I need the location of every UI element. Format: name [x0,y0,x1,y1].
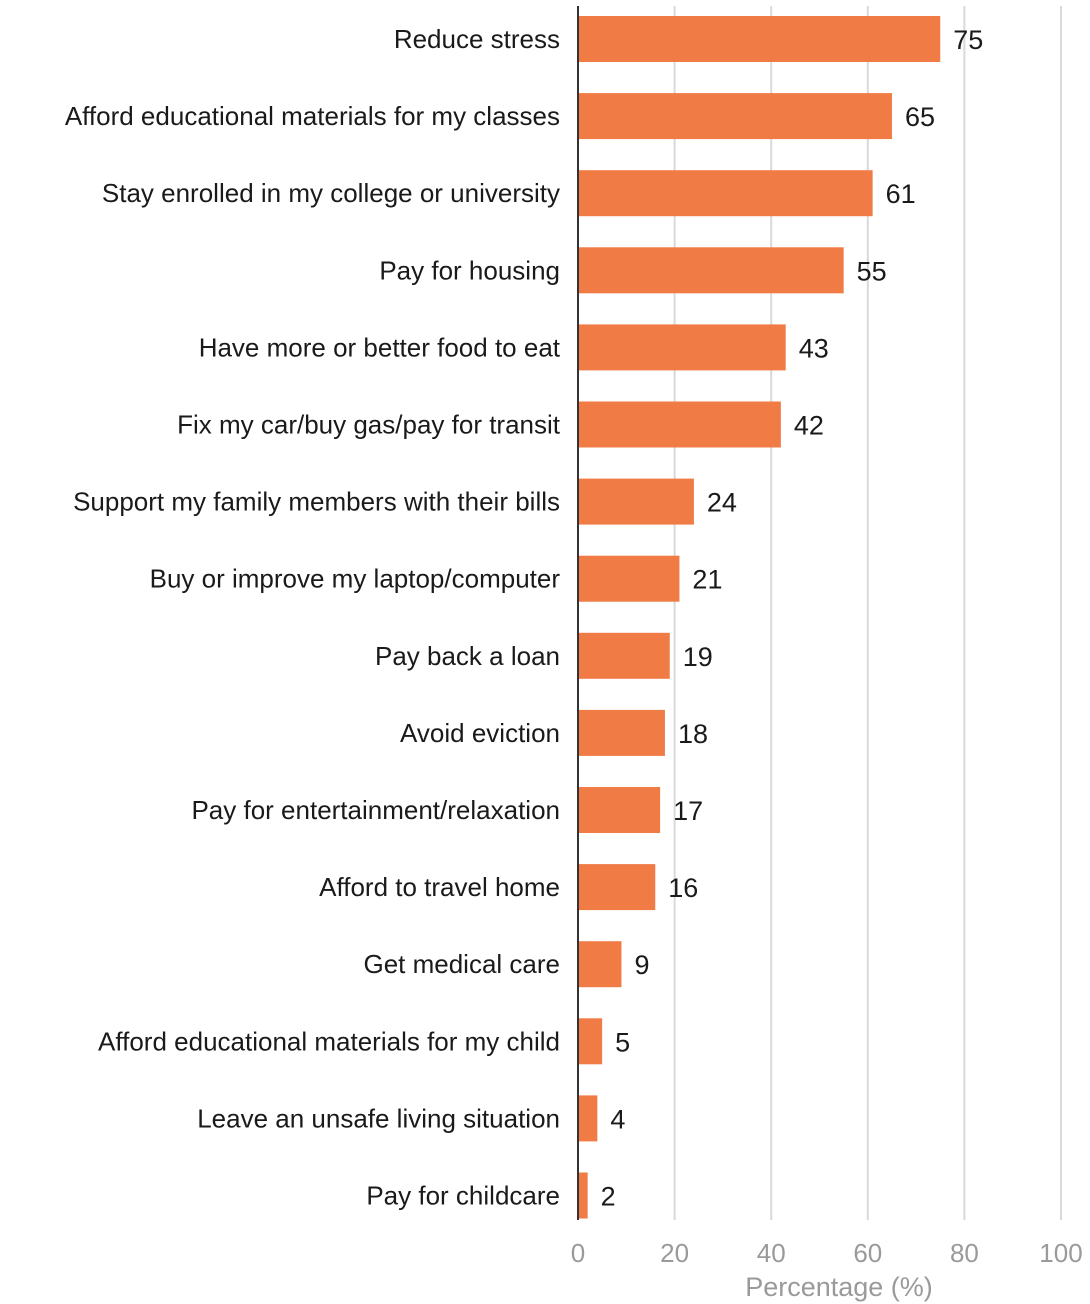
bar [578,1018,603,1065]
value-label: 65 [905,102,935,132]
bar [578,1095,598,1142]
category-label: Get medical care [363,949,560,979]
value-label: 24 [707,488,737,518]
category-label: Buy or improve my laptop/computer [150,564,561,594]
value-label: 2 [601,1182,616,1212]
value-label: 75 [953,25,983,55]
category-label: Afford educational materials for my chil… [98,1026,560,1056]
category-label: Leave an unsafe living situation [197,1103,560,1133]
bar [578,170,873,217]
x-tick-label: 20 [660,1238,689,1268]
category-label: Support my family members with their bil… [73,487,560,517]
category-label: Pay back a loan [375,641,560,671]
category-label: Afford educational materials for my clas… [65,101,560,131]
category-labels: Reduce stress Afford educational material… [65,24,561,1211]
bar [578,93,892,140]
value-label: 19 [683,642,713,672]
value-label: 18 [678,719,708,749]
bar [578,324,786,371]
bar [578,787,661,833]
x-tick-label: 80 [950,1238,979,1268]
x-tick-label: 100 [1039,1238,1082,1268]
value-label: 21 [692,565,722,595]
bar [578,632,670,679]
category-label: Afford to travel home [319,872,560,902]
value-label: 43 [799,333,829,363]
value-label: 55 [857,256,887,286]
value-label: 5 [615,1027,630,1057]
bar [578,16,941,62]
bars [578,16,941,1219]
category-label: Pay for entertainment/relaxation [191,795,560,825]
value-label: 9 [634,950,649,980]
category-label: Stay enrolled in my college or universit… [102,178,560,208]
value-label: 42 [794,411,824,441]
value-label: 4 [610,1104,625,1134]
value-label: 16 [668,873,698,903]
bar [578,401,781,448]
category-label: Fix my car/buy gas/pay for transit [177,410,561,440]
value-label: 61 [886,179,916,209]
bar [578,478,694,525]
x-tick-label: 0 [571,1238,585,1268]
bar [578,941,622,988]
category-label: Avoid eviction [400,718,560,748]
value-label: 17 [673,796,703,826]
bar [578,555,680,602]
x-axis-title: Percentage (%) [745,1272,933,1302]
x-tick-labels: 0 20 40 60 80 100 [571,1238,1083,1268]
bar [578,709,665,756]
category-label: Reduce stress [394,24,560,54]
category-label: Have more or better food to eat [199,332,561,362]
bar [578,864,656,911]
category-label: Pay for housing [379,255,560,285]
bar [578,247,844,294]
bar [578,1172,588,1219]
x-tick-label: 40 [757,1238,786,1268]
x-tick-label: 60 [853,1238,882,1268]
category-label: Pay for childcare [366,1181,560,1211]
